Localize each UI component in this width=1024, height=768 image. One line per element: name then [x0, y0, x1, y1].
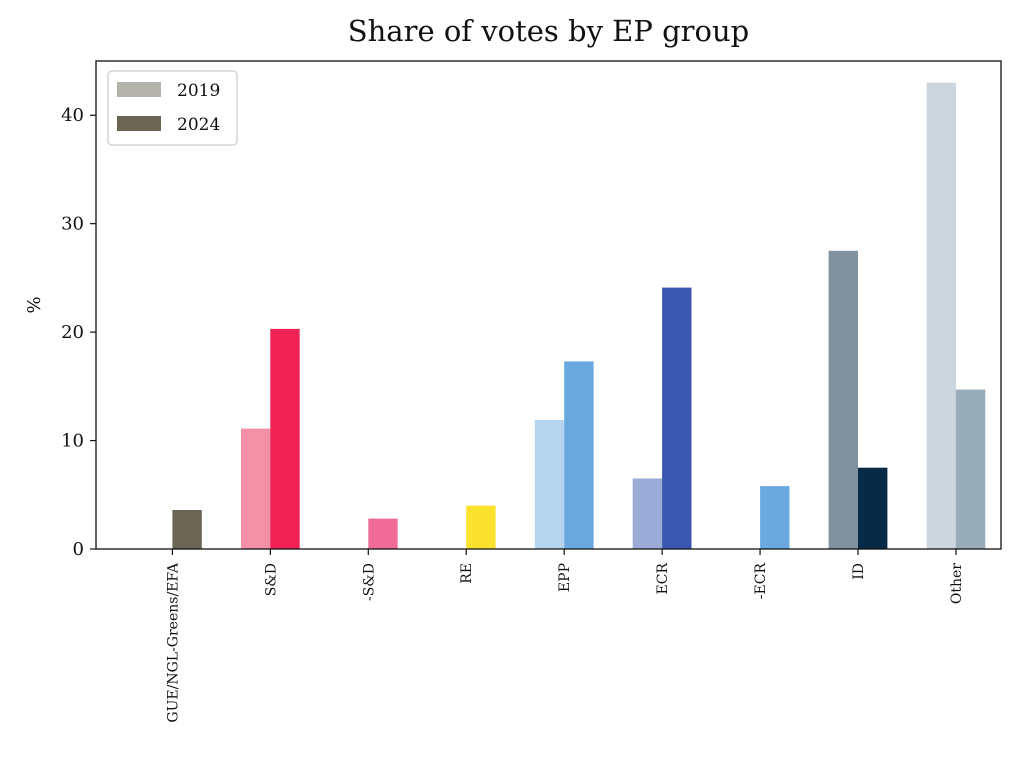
bar-2024-2: [368, 518, 398, 549]
bar-2024-0: [172, 510, 202, 549]
y-axis: 0 10 20 30 40: [61, 105, 96, 560]
x-tick-label: -S&D: [361, 563, 377, 601]
chart-title: Share of votes by EP group: [347, 14, 750, 48]
x-tick-label: ID: [851, 563, 867, 580]
y-tick-label: 0: [73, 539, 84, 560]
y-tick-label: 40: [61, 105, 84, 126]
x-tick-label: -ECR: [753, 563, 769, 600]
bars-group: [172, 82, 986, 550]
bar-2024-1: [270, 328, 300, 549]
bar-2019-1: [241, 428, 271, 549]
bar-2024-7: [858, 467, 888, 549]
x-tick-label: RE: [459, 563, 475, 584]
x-tick-label: S&D: [263, 563, 279, 596]
x-tick-label: Other: [949, 563, 965, 604]
legend-label-2024: 2024: [177, 115, 220, 135]
x-tick-label: EPP: [557, 563, 573, 592]
bar-2024-8: [955, 389, 986, 549]
bar-2019-4: [534, 420, 565, 549]
plot-frame: [95, 60, 1002, 550]
y-axis-label: %: [24, 296, 45, 313]
legend: 2019 2024: [107, 70, 238, 146]
bar-2024-6: [760, 486, 790, 549]
x-tick-label: GUE/NGL-Greens/EFA: [165, 562, 181, 722]
x-tick-label: ECR: [655, 563, 671, 595]
x-axis: GUE/NGL-Greens/EFA S&D -S&D RE EPP ECR -ECR ID O…: [165, 549, 965, 723]
bar-2024-4: [564, 361, 594, 549]
bar-2019-7: [828, 250, 858, 550]
bar-2024-3: [466, 505, 496, 549]
y-tick-label: 10: [61, 431, 84, 452]
bar-2019-8: [926, 82, 956, 549]
bar-2019-5: [632, 478, 663, 549]
legend-swatch-2024: [117, 116, 161, 131]
legend-label-2019: 2019: [177, 81, 220, 101]
y-tick-label: 20: [61, 322, 84, 343]
y-tick-label: 30: [61, 214, 84, 235]
bar-2024-5: [662, 287, 692, 549]
legend-swatch-2019: [117, 82, 161, 97]
